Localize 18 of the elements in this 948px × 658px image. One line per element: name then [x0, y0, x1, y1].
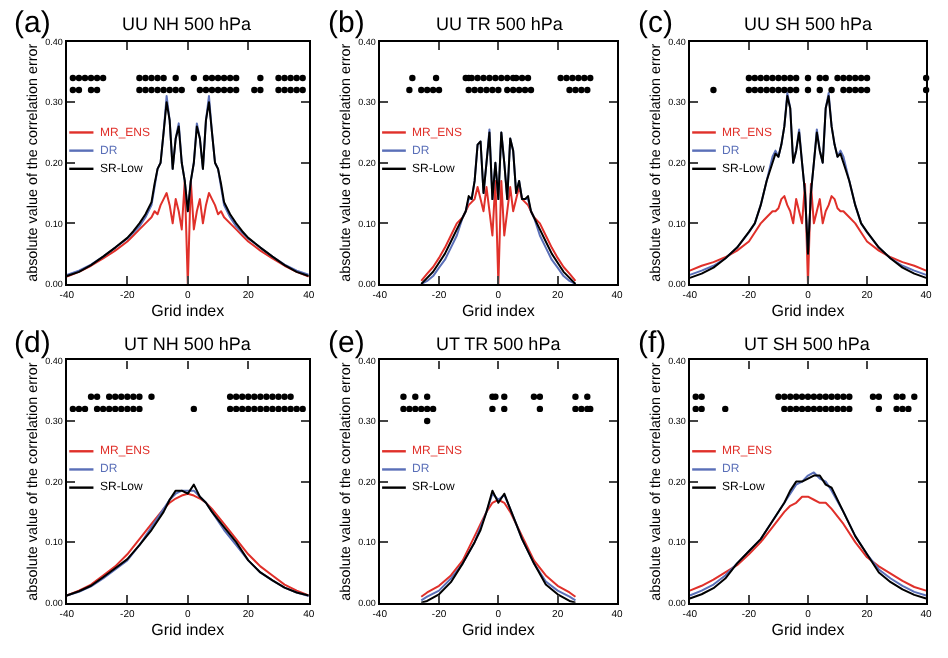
x-axis-title: Grid index — [771, 302, 845, 321]
chart-title: UT NH 500 hPa — [124, 334, 251, 354]
chart-title: UU SH 500 hPa — [744, 14, 873, 34]
text: (b) — [328, 6, 365, 40]
text: (c) — [638, 6, 673, 40]
text: (e) — [328, 326, 365, 360]
x-axis-title: Grid index — [771, 621, 845, 640]
chart-title: UU TR 500 hPa — [436, 14, 563, 34]
text: (f) — [638, 326, 667, 360]
text: (a) — [14, 6, 51, 40]
x-axis-title: Grid index — [151, 621, 225, 640]
x-axis-title: Grid index — [151, 302, 225, 321]
chart-title: UU NH 500 hPa — [122, 14, 252, 34]
x-axis-title: Grid index — [461, 621, 535, 640]
x-axis-title: Grid index — [461, 302, 535, 321]
chart-title: UT TR 500 hPa — [436, 334, 561, 354]
text: (d) — [14, 326, 51, 360]
chart-title: UT SH 500 hPa — [744, 334, 870, 354]
